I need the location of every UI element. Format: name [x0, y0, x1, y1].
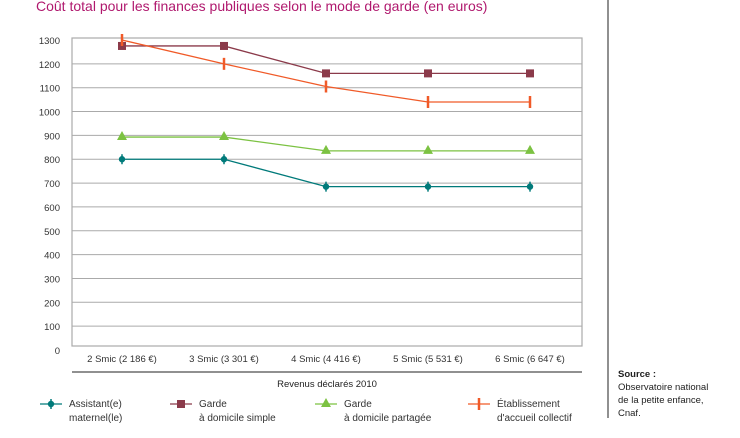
y-tick-label: 1100	[40, 84, 60, 95]
y-tick-label: 800	[44, 155, 60, 166]
source-line: Cnaf.	[618, 408, 641, 419]
legend-label: Établissement	[497, 397, 560, 410]
legend-label: à domicile partagée	[344, 413, 432, 424]
legend-label: d'accueil collectif	[497, 413, 572, 424]
y-tick-label: 1000	[39, 108, 60, 119]
legend-label: Garde	[344, 399, 372, 410]
legend-label: Garde	[199, 399, 227, 410]
source-line: Observatoire national	[618, 382, 709, 393]
series-line-1	[122, 45, 530, 75]
y-tick-label: 100	[44, 322, 60, 333]
legend-label: maternel(le)	[69, 413, 122, 424]
legend-label: Assistant(e)	[69, 399, 122, 410]
data-point-square	[322, 69, 330, 78]
source-label: Source :	[618, 369, 657, 380]
x-tick-label: 2 Smic (2 186 €)	[87, 354, 157, 365]
y-tick-label: 200	[44, 298, 60, 309]
data-point-square	[177, 400, 185, 408]
chart-title: Coût total pour les finances publiques s…	[36, 0, 488, 14]
y-tick-label: 900	[44, 131, 60, 142]
y-tick-label: 1200	[39, 60, 60, 71]
plot-frame	[71, 37, 583, 347]
x-tick-label: 3 Smic (3 301 €)	[189, 354, 259, 365]
x-axis-label: Revenus déclarés 2010	[277, 379, 377, 390]
data-point-triangle	[525, 144, 535, 154]
data-point-square	[526, 69, 534, 78]
data-point-triangle	[321, 398, 331, 407]
y-tick-label: 600	[44, 203, 60, 214]
y-tick-label: 400	[44, 251, 60, 262]
y-tick-label: 500	[44, 227, 60, 238]
data-point-square	[424, 69, 432, 78]
data-point-triangle	[423, 144, 433, 154]
data-point-triangle	[117, 131, 127, 141]
y-tick-label: 0	[55, 346, 60, 357]
y-tick-label: 300	[44, 274, 60, 285]
data-point-triangle	[219, 131, 229, 141]
y-tick-label: 700	[44, 179, 60, 190]
x-tick-label: 6 Smic (6 647 €)	[495, 354, 565, 365]
source-line: de la petite enfance,	[618, 395, 704, 406]
data-point-square	[220, 41, 228, 50]
data-point-triangle	[321, 144, 331, 154]
x-tick-label: 4 Smic (4 416 €)	[291, 354, 361, 365]
legend-label: à domicile simple	[199, 413, 276, 424]
source-note: Source : Observatoire national de la pet…	[618, 368, 708, 420]
x-tick-label: 5 Smic (5 531 €)	[393, 354, 463, 365]
y-tick-label: 1300	[39, 36, 60, 47]
